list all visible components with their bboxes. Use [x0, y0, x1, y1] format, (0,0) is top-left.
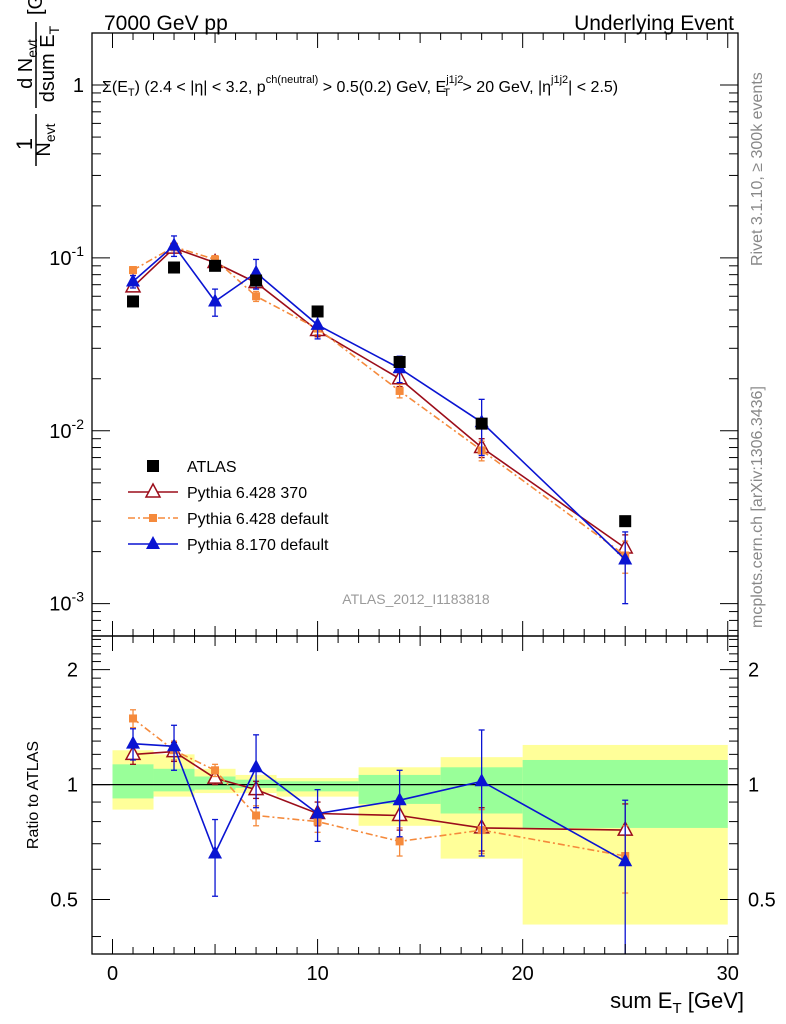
legend-item: Pythia 6.428 default: [128, 511, 329, 528]
y-tick-label: 10-1: [49, 243, 84, 270]
top-series-line: [132, 244, 626, 561]
ratio-y-tick-label: 1: [67, 775, 78, 797]
ratio-y-tick-label: 2: [67, 660, 78, 682]
legend-item: Pythia 6.428 370: [128, 482, 307, 502]
top-data-point: [211, 255, 220, 264]
top-data-point: [395, 386, 404, 395]
legend-label: Pythia 6.428 370: [187, 485, 307, 502]
y-tick-label: 10-3: [49, 589, 84, 616]
ratio-y-tick-label-right: 2: [748, 660, 759, 682]
top-data-point: [310, 316, 325, 330]
x-tick-label: 30: [717, 963, 739, 985]
ratio-data-point: [126, 735, 141, 749]
top-data-point: [311, 305, 324, 318]
top-data-point: [209, 259, 222, 272]
legend-label: Pythia 6.428 default: [187, 511, 329, 528]
ratio-band-green-0: [112, 764, 154, 799]
ratio-data-point: [474, 773, 489, 787]
analysis-watermark: ATLAS_2012_I1183818: [342, 591, 490, 607]
ratio-data-point: [252, 811, 261, 820]
top-ylabel: 1 Nevt d Nevt dsum ET [GeV-1]: [12, 0, 62, 166]
title-sigma: Σ(E: [102, 79, 128, 96]
ratio-ylabel: Ratio to ATLAS: [25, 741, 42, 849]
mcplots-reference-label: mcplots.cern.ch [arXiv:1306.3436]: [749, 386, 766, 628]
x-tick-label: 20: [512, 963, 534, 985]
rivet-version-label: Rivet 3.1.10, ≥ 300k events: [749, 72, 766, 266]
y-tick-label: 1: [73, 75, 84, 97]
top-data-point: [252, 292, 261, 301]
top-series-pythia-8-170-default: [126, 235, 633, 605]
ratio-y-tick-label-right: 1: [748, 775, 759, 797]
ratio-series-line: [132, 742, 626, 862]
ratio-band-green-4: [276, 781, 359, 792]
ratio-data-point: [167, 738, 182, 752]
ratio-series-pythia-8-170-default: [126, 724, 633, 954]
svg-text:[GeV-1]: [GeV-1]: [21, 0, 47, 15]
legend-marker: [146, 536, 160, 549]
ratio-band-green-1: [153, 768, 195, 792]
svg-text:1: 1: [12, 138, 37, 150]
ratio-y-tick-label: 0.5: [50, 890, 78, 912]
ratio-data-point: [249, 759, 264, 773]
top-data-point: [129, 266, 138, 275]
svg-text:dsum ET: dsum ET: [37, 25, 62, 102]
ratio-data-point: [129, 714, 138, 723]
top-series-line: [132, 245, 626, 557]
top-series-line: [132, 247, 626, 549]
ratio-data-point: [395, 837, 404, 846]
legend-label: ATLAS: [187, 459, 237, 476]
ratio-data-point: [618, 853, 633, 867]
top-data-point: [619, 515, 632, 528]
x-tick-label: 10: [306, 963, 328, 985]
legend-marker: [149, 514, 157, 522]
legend-marker: [144, 482, 162, 498]
main-plot-title: Σ(ET) (2.4 < |η| < 3.2, pch(neutral) > 0…: [102, 74, 618, 99]
x-axis-label: sum ET [GeV]: [610, 988, 744, 1017]
top-data-point: [618, 551, 633, 565]
top-data-point: [126, 273, 141, 287]
svg-text:Nevt: Nevt: [33, 123, 58, 156]
x-tick-label: 0: [107, 963, 118, 985]
top-data-point: [250, 274, 263, 287]
ratio-y-tick-label-right: 0.5: [748, 890, 776, 912]
top-data-point: [167, 237, 182, 251]
legend-item: ATLAS: [147, 459, 237, 476]
header-left-label: 7000 GeV pp: [104, 12, 228, 35]
header-right-label: Underlying Event: [574, 12, 734, 35]
legend-label: Pythia 8.170 default: [187, 537, 329, 554]
legend: ATLAS Pythia 6.428 370 Pythia 6.428 defaul…: [128, 459, 329, 554]
ratio-data-point: [392, 792, 407, 806]
title-sub-t: T: [128, 87, 135, 99]
ratio-data-point: [211, 766, 220, 775]
ratio-plot-frame: [91, 635, 739, 955]
legend-marker: [147, 460, 159, 472]
legend-item: Pythia 8.170 default: [128, 536, 329, 554]
y-tick-label: 10-2: [49, 416, 84, 443]
top-data-point: [127, 295, 140, 308]
ratio-data-point: [310, 805, 325, 819]
ratio-data-point: [208, 845, 223, 859]
top-data-point: [475, 417, 488, 430]
top-data-point: [393, 355, 406, 368]
top-series-atlas: [127, 259, 632, 528]
top-data-point: [208, 293, 223, 307]
top-data-point: [168, 261, 181, 274]
